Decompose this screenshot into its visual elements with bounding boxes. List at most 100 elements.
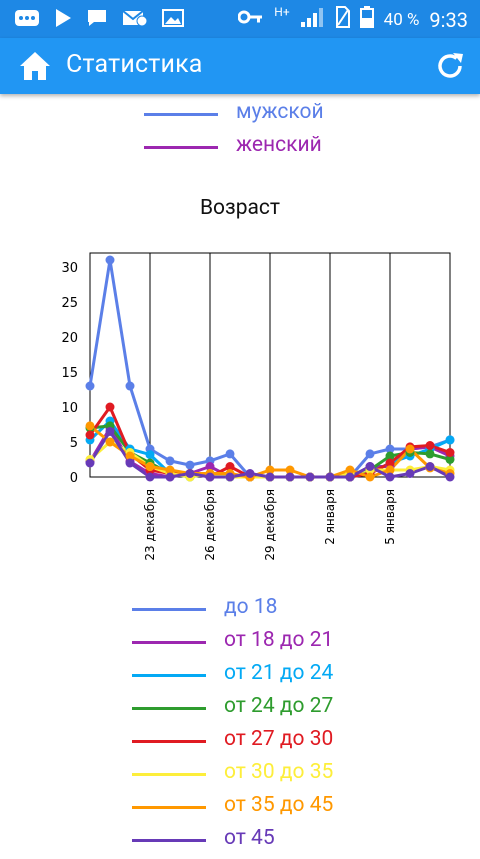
refresh-icon[interactable]: [434, 50, 466, 82]
data-point: [445, 472, 455, 482]
y-tick-label: 20: [61, 331, 78, 346]
legend-label: от 24 до 27: [224, 694, 334, 718]
data-point: [125, 381, 135, 391]
data-point: [165, 472, 175, 482]
data-point: [185, 460, 195, 470]
y-tick-label: 5: [70, 436, 78, 451]
data-point: [345, 472, 355, 482]
data-point: [85, 458, 95, 468]
data-point: [385, 465, 395, 475]
battery-level: 40 %: [383, 9, 420, 30]
y-tick-label: 30: [61, 261, 78, 276]
data-point: [145, 462, 155, 471]
legend-swatch: [144, 146, 218, 149]
data-point: [425, 449, 435, 459]
status-bar: H+ 40 % 9:33: [0, 0, 480, 38]
data-point: [185, 469, 195, 478]
legend-swatch: [132, 740, 206, 743]
y-tick-label: 10: [61, 401, 78, 416]
data-point: [405, 469, 415, 478]
data-point: [445, 435, 455, 445]
data-point: [345, 465, 355, 475]
no-sim-icon: [334, 6, 350, 33]
data-point: [265, 472, 275, 482]
data-point: [425, 441, 435, 450]
y-tick-label: 0: [70, 471, 78, 486]
data-point: [85, 430, 95, 440]
data-point: [385, 472, 395, 482]
legend-label: от 27 до 30: [224, 727, 334, 751]
x-tick-label: 5 января: [383, 489, 397, 545]
legend-swatch: [132, 674, 206, 677]
x-tick-label: 26 декабря: [203, 489, 217, 561]
data-point: [365, 462, 375, 471]
data-point: [225, 462, 235, 471]
data-point: [265, 465, 275, 475]
image-icon: [162, 8, 184, 32]
data-point: [445, 455, 455, 464]
legend-label: от 35 до 45: [224, 793, 334, 817]
y-tick-label: 15: [61, 366, 78, 381]
chat-bubble-icon: [14, 8, 40, 32]
legend-label: от 21 до 24: [224, 661, 334, 685]
legend-label: до 18: [224, 595, 278, 619]
data-point: [325, 472, 335, 482]
data-point: [105, 402, 115, 412]
message-icon: [86, 8, 108, 32]
data-point: [145, 450, 155, 460]
data-point: [105, 255, 115, 265]
clock: 9:33: [429, 7, 468, 32]
legend-label: от 30 до 35: [224, 760, 334, 784]
data-point: [245, 469, 255, 478]
legend-swatch: [132, 641, 206, 644]
y-tick-label: 25: [61, 296, 78, 311]
key-icon: [237, 9, 264, 30]
data-point: [425, 462, 435, 471]
x-tick-label: 29 декабря: [263, 489, 277, 561]
data-point: [385, 444, 395, 454]
data-point: [365, 472, 375, 482]
data-point: [125, 451, 135, 461]
x-tick-label: 2 января: [323, 489, 337, 545]
data-point: [305, 472, 315, 482]
status-notifications: [14, 8, 184, 32]
legend-swatch: [144, 113, 218, 116]
legend-label: от 45: [224, 826, 275, 850]
legend-swatch: [132, 608, 206, 611]
data-point: [225, 449, 235, 459]
data-point: [365, 449, 375, 459]
data-point: [225, 472, 235, 482]
legend-swatch: [132, 773, 206, 776]
data-point: [285, 465, 295, 475]
page-title: Статистика: [66, 50, 203, 79]
data-point: [385, 458, 395, 468]
legend-label: женский: [236, 133, 322, 157]
legend-swatch: [132, 707, 206, 710]
data-point: [285, 472, 295, 482]
chart-title: Возраст: [199, 196, 281, 220]
data-point: [385, 451, 395, 461]
data-point: [205, 462, 215, 471]
legend-label: мужской: [236, 100, 324, 124]
data-point: [145, 472, 155, 482]
status-indicators: H+ 40 % 9:33: [237, 5, 468, 33]
signal-icon: [300, 6, 324, 33]
legend-swatch: [132, 806, 206, 809]
legend-swatch: [132, 839, 206, 842]
data-point: [405, 444, 415, 454]
data-point: [105, 437, 115, 447]
data-point: [105, 427, 115, 436]
data-point: [445, 448, 455, 457]
data-point: [125, 458, 135, 468]
data-point: [85, 421, 95, 431]
data-point: [85, 381, 95, 391]
home-icon[interactable]: [18, 50, 52, 82]
data-point: [165, 465, 175, 475]
legend-label: от 18 до 21: [224, 628, 334, 652]
app-bar: Статистика: [0, 38, 480, 94]
data-point: [205, 472, 215, 482]
mail-icon: [122, 8, 148, 32]
play-icon: [54, 8, 72, 32]
battery-icon: [359, 6, 374, 33]
age-line-chart: 0 5 10 15 20 25 30 23 декабря 26 декабря 29 декаб…: [61, 252, 455, 561]
